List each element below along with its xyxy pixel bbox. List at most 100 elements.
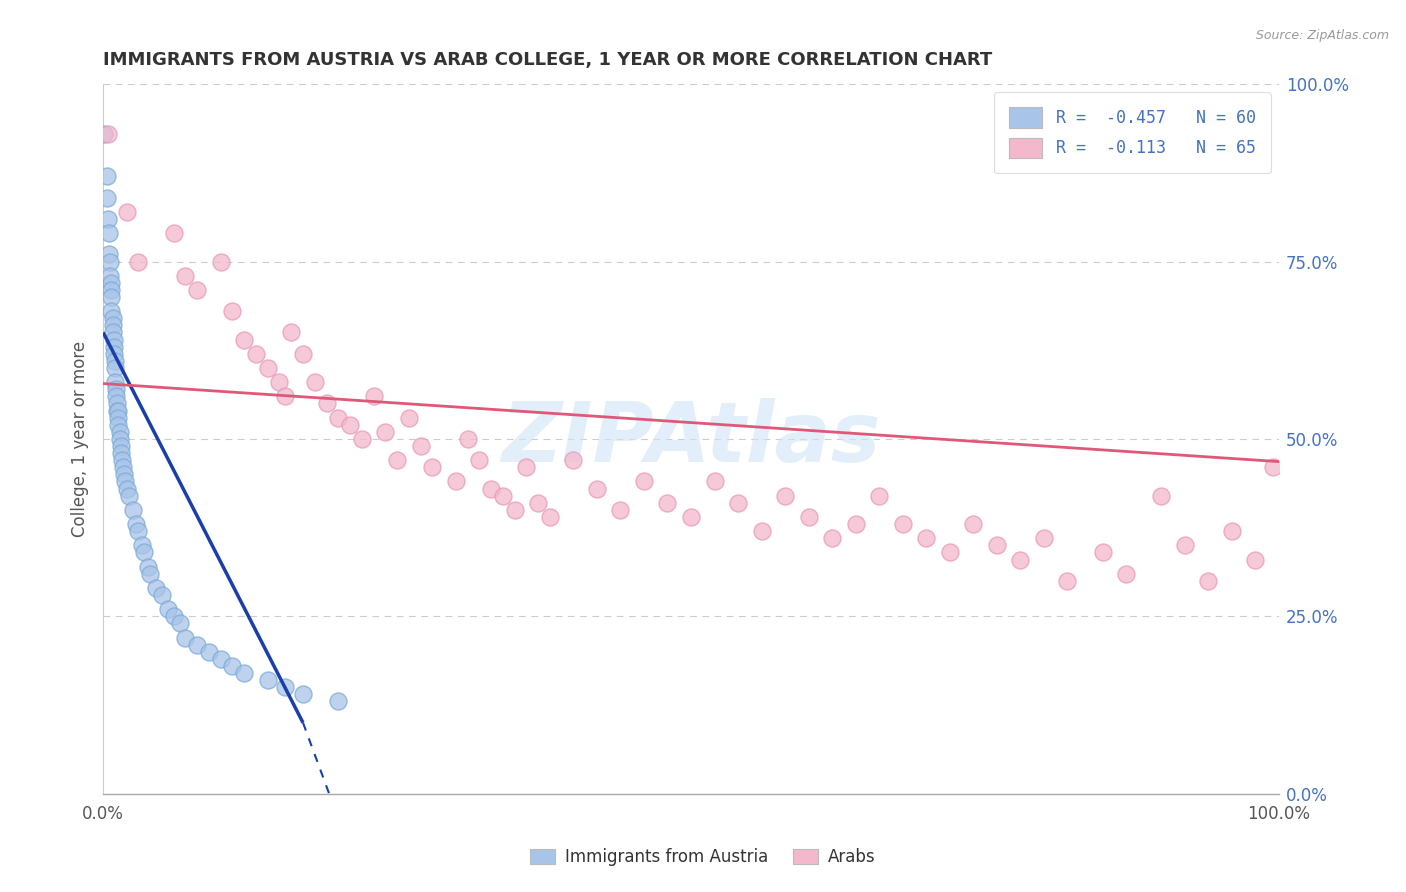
Point [339,417,361,432]
Point [112,467,135,482]
Point [457,432,479,446]
Point [115,482,138,496]
Point [274,389,297,403]
Point [385,453,408,467]
Point [751,524,773,538]
Point [420,460,443,475]
Point [527,496,550,510]
Point [1091,545,1114,559]
Point [110,439,132,453]
Point [328,410,350,425]
Point [821,531,844,545]
Point [515,460,537,475]
Point [1115,566,1137,581]
Point [1056,574,1078,588]
Point [633,475,655,489]
Point [256,673,278,687]
Point [657,496,679,510]
Point [163,226,186,240]
Text: Source: ZipAtlas.com: Source: ZipAtlas.com [1256,29,1389,42]
Point [868,489,890,503]
Point [98,226,121,240]
Point [103,340,125,354]
Point [845,516,868,531]
Point [127,254,149,268]
Point [538,510,561,524]
Point [1150,489,1173,503]
Point [100,283,122,297]
Point [127,524,149,538]
Point [105,389,128,403]
Point [233,666,256,681]
Point [221,659,243,673]
Point [104,375,127,389]
Point [245,347,267,361]
Point [679,510,702,524]
Point [350,432,373,446]
Point [108,432,131,446]
Point [1244,552,1267,566]
Point [938,545,960,559]
Point [163,609,186,624]
Point [292,347,315,361]
Point [186,283,208,297]
Point [100,276,122,290]
Point [274,680,297,694]
Point [1010,552,1032,566]
Point [703,475,725,489]
Point [256,360,278,375]
Point [96,169,118,184]
Point [962,516,984,531]
Point [209,254,232,268]
Point [134,545,156,559]
Point [328,694,350,708]
Point [374,425,396,439]
Point [118,489,141,503]
Point [209,652,232,666]
Point [101,311,124,326]
Point [169,616,191,631]
Y-axis label: College, 1 year or more: College, 1 year or more [72,341,89,537]
Point [1174,538,1197,552]
Point [1220,524,1243,538]
Point [797,510,820,524]
Point [1261,460,1284,475]
Point [562,453,585,467]
Point [104,354,127,368]
Point [105,382,128,396]
Point [136,559,159,574]
Point [145,581,167,595]
Point [105,396,128,410]
Point [112,460,135,475]
Point [101,318,124,333]
Point [479,482,502,496]
Point [97,211,120,226]
Point [97,127,120,141]
Point [727,496,749,510]
Point [292,687,315,701]
Point [107,417,129,432]
Point [1032,531,1054,545]
Point [891,516,914,531]
Point [150,588,173,602]
Text: IMMIGRANTS FROM AUSTRIA VS ARAB COLLEGE, 1 YEAR OR MORE CORRELATION CHART: IMMIGRANTS FROM AUSTRIA VS ARAB COLLEGE,… [103,51,993,69]
Legend: R =  -0.457   N = 60, R =  -0.113   N = 65: R = -0.457 N = 60, R = -0.113 N = 65 [994,93,1271,173]
Point [103,333,125,347]
Point [108,425,131,439]
Point [100,290,122,304]
Point [609,503,631,517]
Point [986,538,1008,552]
Point [101,326,124,340]
Point [186,638,208,652]
Point [110,446,132,460]
Point [121,503,143,517]
Point [174,631,197,645]
Point [98,254,121,268]
Point [233,333,256,347]
Point [304,375,326,389]
Point [156,602,179,616]
Point [409,439,432,453]
Point [131,538,153,552]
Point [221,304,243,318]
Point [492,489,515,503]
